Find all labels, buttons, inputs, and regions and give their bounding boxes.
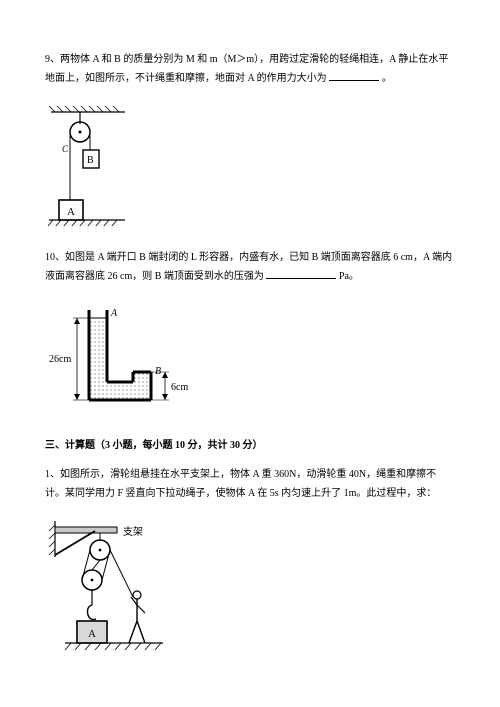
- q9-blank: [329, 72, 379, 81]
- q10-unit: Pa。: [339, 271, 359, 282]
- fig3-bracket-label: 支架: [123, 526, 143, 538]
- figure-9: C B A: [45, 102, 455, 232]
- fig10-h6: 6cm: [171, 382, 188, 393]
- figure-3-1: 支架 A: [45, 517, 455, 672]
- section-3-title: 三、计算题（3 小题，每小题 10 分，共计 30 分）: [45, 436, 455, 455]
- question-3-1: 1、如图所示，滑轮组悬挂在水平支架上，物体 A 重 360N，动滑轮重 40N，…: [45, 465, 455, 503]
- fig10-label-a: A: [110, 308, 118, 319]
- fig10-label-b: B: [155, 366, 161, 377]
- question-9: 9、两物体 A 和 B 的质量分别为 M 和 m（M＞m），用跨过定滑轮的轻绳相…: [45, 50, 455, 88]
- question-10: 10、如图是 A 端开口 B 端封闭的 L 形容器，内盛有水，已知 B 端顶面离…: [45, 248, 455, 286]
- figure-10: A B 26cm 6cm: [45, 300, 455, 420]
- fig3-label-a: A: [88, 628, 96, 640]
- fig9-label-c: C: [62, 144, 69, 154]
- q9-period: 。: [382, 73, 392, 84]
- q3-1-text: 1、如图所示，滑轮组悬挂在水平支架上，物体 A 重 360N，动滑轮重 40N，…: [45, 469, 436, 499]
- fig9-label-a: A: [67, 206, 75, 218]
- q10-blank: [266, 270, 336, 279]
- q10-text: 10、如图是 A 端开口 B 端封闭的 L 形容器，内盛有水，已知 B 端顶面离…: [45, 252, 452, 282]
- fig9-label-b: B: [87, 155, 94, 166]
- fig10-h26: 26cm: [49, 354, 71, 365]
